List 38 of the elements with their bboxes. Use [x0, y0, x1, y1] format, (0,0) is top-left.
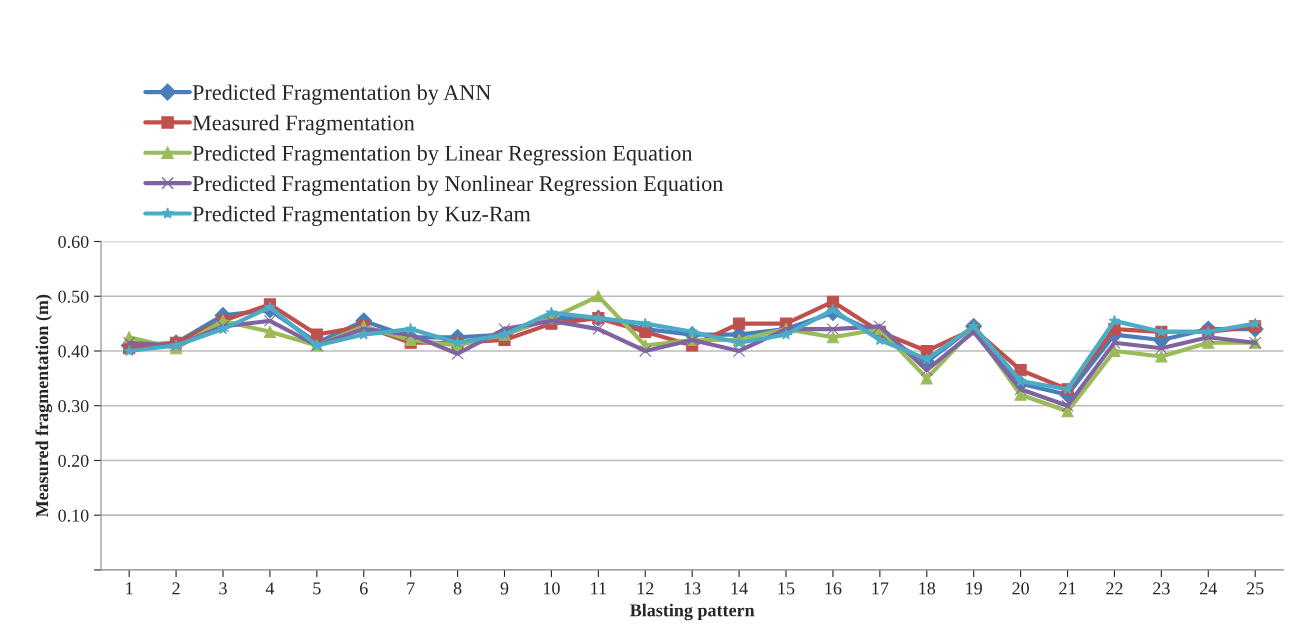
y-tick-label: 0.50 [58, 290, 89, 303]
x-tick-label: 10 [543, 582, 560, 595]
x-tick-label: 25 [1246, 582, 1264, 595]
x-tick-label: 8 [453, 582, 462, 595]
x-tick-label: 18 [919, 582, 936, 595]
y-axis-title: Measured fragmentation (m) [35, 294, 53, 518]
x-tick-label: 24 [1200, 582, 1218, 595]
y-tick-label: 0.10 [58, 509, 89, 522]
x-tick-label: 21 [1059, 582, 1076, 595]
y-tick-label: 0.30 [58, 399, 89, 413]
x-tick-label: 11 [591, 582, 606, 595]
x-axis-title: Blasting pattern [630, 603, 755, 621]
legend-label: Predicted Fragmentation by ANN [192, 84, 491, 105]
legend-label: Predicted Fragmentation by Linear Regression Equation [192, 145, 693, 166]
legend-label: Predicted Fragmentation by Kuz-Ram [192, 205, 531, 227]
y-tick-label: 0.60 [58, 235, 89, 249]
x-tick-label: 16 [825, 582, 842, 595]
x-tick-label: 12 [637, 582, 654, 595]
x-tick-label: 23 [1153, 582, 1170, 595]
y-tick-label: 0.40 [58, 345, 89, 358]
x-tick-label: 2 [172, 582, 180, 595]
legend-label: Measured Fragmentation [192, 114, 415, 135]
x-tick-label: 22 [1106, 582, 1123, 595]
x-tick-label: 4 [265, 582, 275, 595]
x-tick-label: 14 [731, 582, 748, 595]
x-tick-label: 15 [778, 582, 795, 595]
x-tick-label: 5 [313, 582, 321, 595]
x-tick-label: 6 [360, 582, 368, 595]
x-tick-label: 1 [126, 582, 133, 595]
x-tick-label: 20 [1012, 582, 1029, 595]
y-tick-label: 0.20 [58, 454, 89, 467]
x-tick-label: 19 [966, 582, 982, 595]
legend-label: Predicted Fragmentation by Nonlinear Regression Equation [192, 175, 724, 196]
x-tick-label: 7 [407, 582, 415, 595]
x-tick-label: 9 [500, 582, 509, 595]
x-tick-label: 3 [219, 582, 227, 595]
x-tick-label: 13 [684, 582, 701, 595]
x-tick-label: 17 [872, 582, 889, 595]
